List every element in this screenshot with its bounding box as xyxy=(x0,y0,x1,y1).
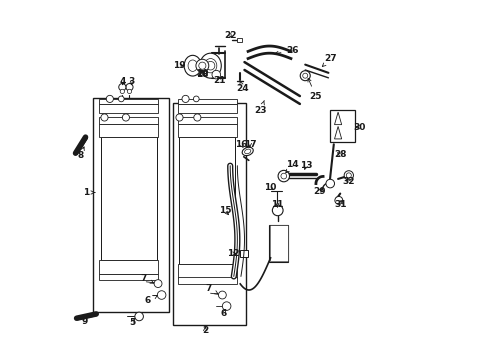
Circle shape xyxy=(302,73,307,78)
Text: 19: 19 xyxy=(173,61,185,70)
Circle shape xyxy=(281,173,286,179)
Bar xyxy=(101,137,156,260)
Bar xyxy=(177,264,236,278)
Circle shape xyxy=(154,280,162,288)
Text: 17: 17 xyxy=(243,140,256,149)
Circle shape xyxy=(157,291,165,299)
Text: 7: 7 xyxy=(140,274,153,283)
Bar xyxy=(99,104,158,113)
Ellipse shape xyxy=(188,60,197,71)
Circle shape xyxy=(222,302,230,310)
Text: 7: 7 xyxy=(205,284,218,294)
Circle shape xyxy=(198,62,205,69)
Circle shape xyxy=(127,89,131,94)
Circle shape xyxy=(120,89,124,94)
Circle shape xyxy=(106,95,113,103)
Text: 21: 21 xyxy=(213,76,225,85)
Text: 10: 10 xyxy=(264,183,276,192)
Text: 31: 31 xyxy=(334,200,346,209)
Text: 8: 8 xyxy=(77,147,84,160)
Bar xyxy=(99,117,158,123)
Bar xyxy=(99,99,158,104)
Text: 18: 18 xyxy=(196,70,208,79)
Text: 11: 11 xyxy=(270,200,283,209)
Text: 6: 6 xyxy=(144,296,157,305)
Polygon shape xyxy=(334,112,341,125)
Text: 32: 32 xyxy=(342,177,354,186)
Text: 27: 27 xyxy=(322,54,337,67)
Circle shape xyxy=(278,170,289,182)
Circle shape xyxy=(193,96,199,102)
Bar xyxy=(99,123,158,137)
Circle shape xyxy=(193,114,201,121)
Ellipse shape xyxy=(204,59,216,73)
Circle shape xyxy=(218,291,226,299)
Text: 24: 24 xyxy=(236,81,248,93)
Text: 12: 12 xyxy=(226,249,239,258)
Circle shape xyxy=(300,71,309,81)
Text: 1: 1 xyxy=(83,188,95,197)
Bar xyxy=(173,103,246,325)
Text: 5: 5 xyxy=(128,318,135,327)
Circle shape xyxy=(122,114,129,121)
Circle shape xyxy=(182,95,189,103)
Circle shape xyxy=(346,173,350,178)
Circle shape xyxy=(334,197,342,204)
Text: 6: 6 xyxy=(220,309,226,318)
Circle shape xyxy=(118,96,124,102)
Circle shape xyxy=(176,114,183,121)
Circle shape xyxy=(119,84,125,91)
Ellipse shape xyxy=(200,53,221,78)
Circle shape xyxy=(344,171,353,180)
Circle shape xyxy=(325,179,334,188)
Text: 2: 2 xyxy=(202,326,208,335)
Bar xyxy=(177,117,236,123)
Ellipse shape xyxy=(242,147,253,156)
Bar xyxy=(269,225,287,261)
Text: 15: 15 xyxy=(218,206,231,215)
Bar xyxy=(236,38,242,42)
Text: 29: 29 xyxy=(312,187,325,196)
Ellipse shape xyxy=(184,55,201,76)
Text: 26: 26 xyxy=(274,46,298,55)
Bar xyxy=(99,274,158,280)
Text: 23: 23 xyxy=(254,100,266,115)
Polygon shape xyxy=(334,126,341,139)
Circle shape xyxy=(101,114,108,121)
Text: 4: 4 xyxy=(120,77,126,86)
Ellipse shape xyxy=(244,149,250,154)
Bar xyxy=(329,111,354,143)
Circle shape xyxy=(212,70,220,79)
Bar xyxy=(177,277,236,284)
Text: 25: 25 xyxy=(307,78,322,100)
Bar xyxy=(268,225,288,262)
Bar xyxy=(177,99,236,104)
Text: 3: 3 xyxy=(128,77,135,86)
Circle shape xyxy=(196,59,208,72)
Text: 22: 22 xyxy=(224,31,236,40)
Bar xyxy=(93,98,169,312)
Circle shape xyxy=(135,312,143,321)
Bar xyxy=(179,137,234,264)
Bar xyxy=(99,260,158,274)
Circle shape xyxy=(206,62,214,70)
Bar xyxy=(177,123,236,137)
Circle shape xyxy=(272,205,283,216)
Text: 9: 9 xyxy=(81,316,87,325)
Bar xyxy=(240,250,247,257)
Text: 30: 30 xyxy=(353,123,365,132)
Text: 13: 13 xyxy=(299,161,311,170)
Text: 20: 20 xyxy=(196,69,208,78)
Bar xyxy=(177,104,236,113)
Circle shape xyxy=(125,84,133,91)
Text: 14: 14 xyxy=(285,160,299,173)
Text: 16: 16 xyxy=(234,140,246,149)
Text: 28: 28 xyxy=(334,150,346,159)
